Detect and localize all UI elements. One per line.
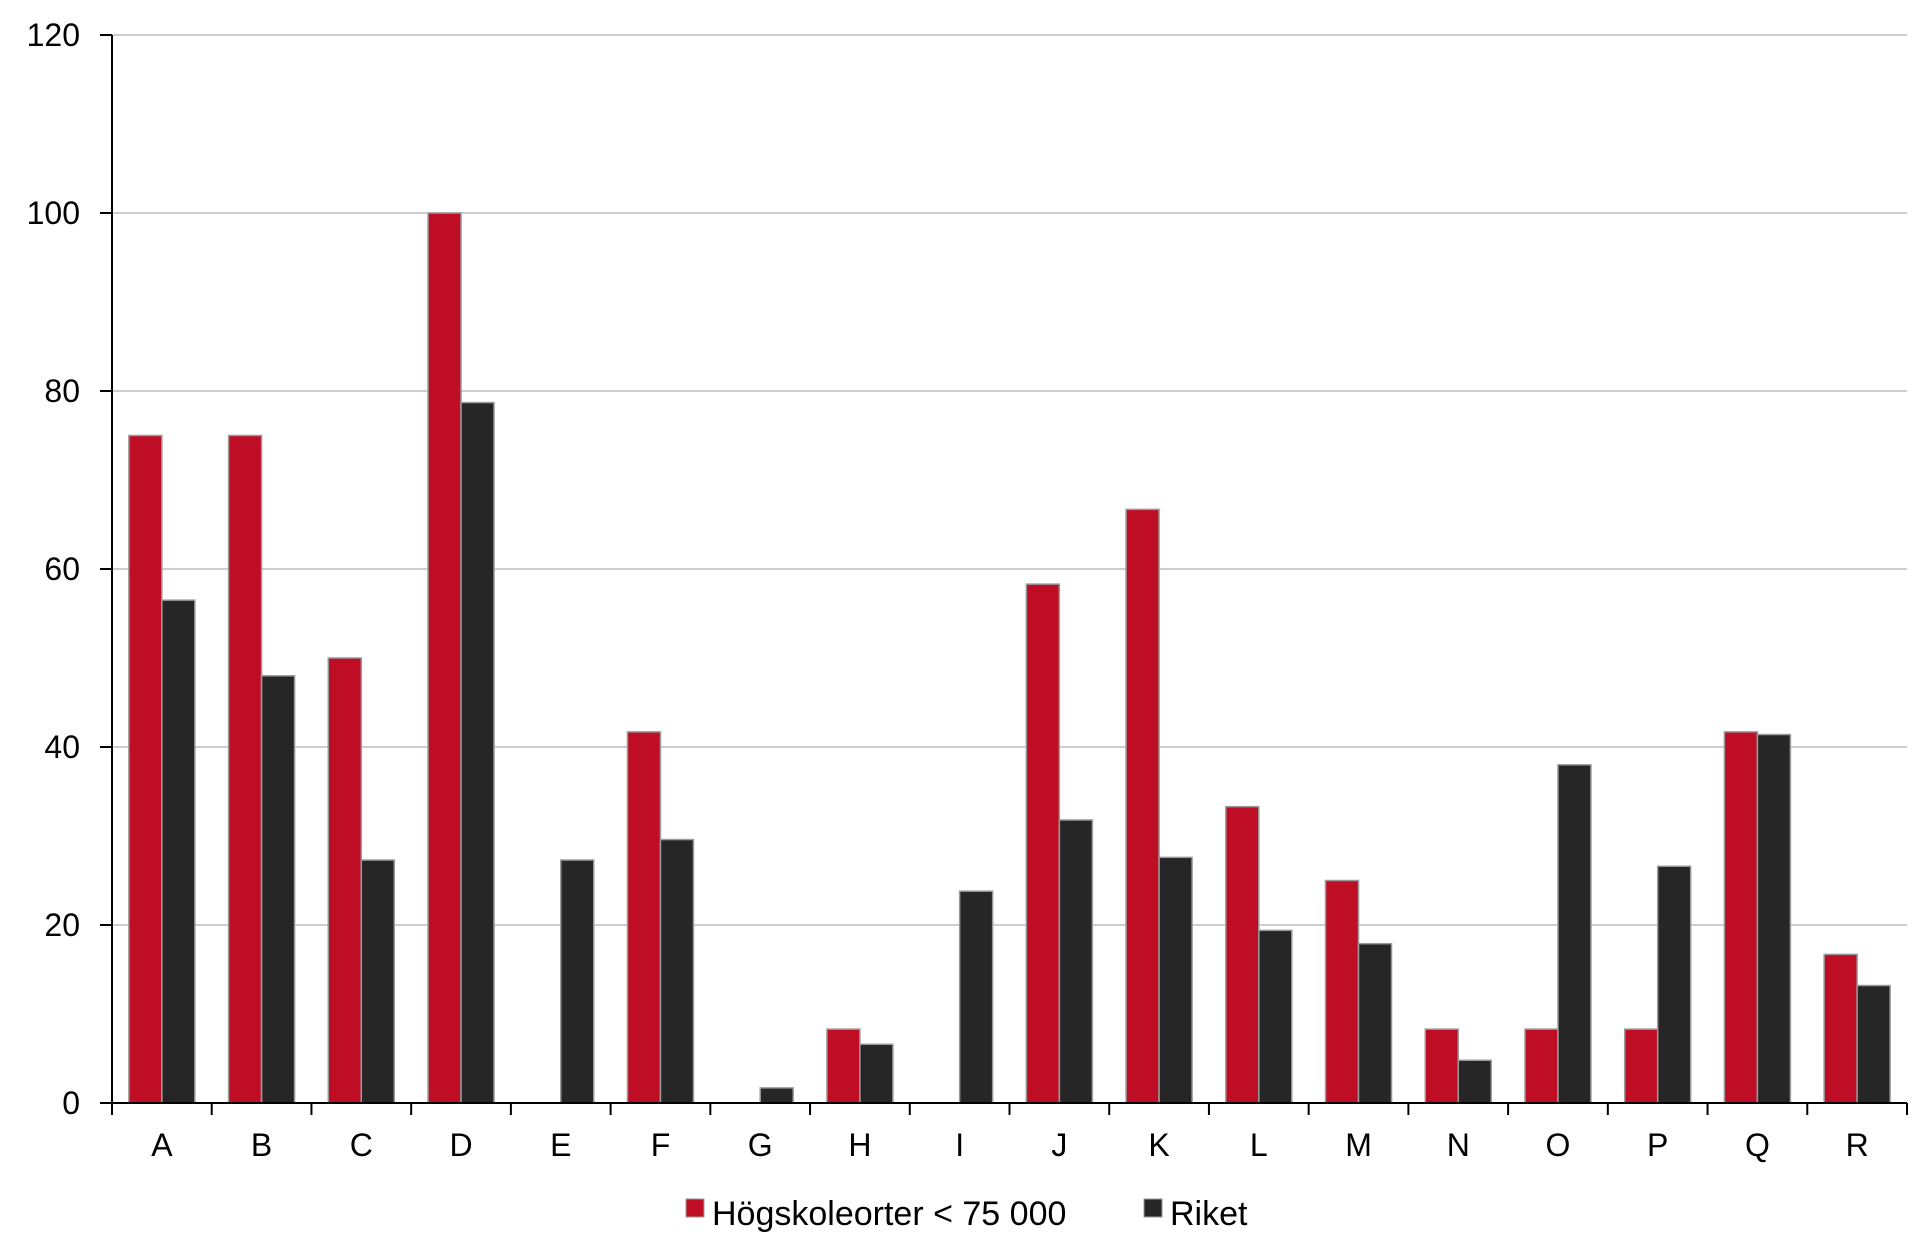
bar-riket-I — [958, 890, 994, 1104]
x-category-label: J — [1051, 1127, 1067, 1163]
x-category-label: M — [1345, 1127, 1372, 1163]
y-tick-label: 60 — [44, 551, 80, 587]
bar-riket-J — [1058, 819, 1094, 1104]
x-category-label: K — [1148, 1127, 1169, 1163]
bar-hogskoleorter-K — [1125, 508, 1160, 1104]
bar-hogskoleorter-J — [1025, 583, 1061, 1104]
bar-riket-O — [1557, 764, 1592, 1104]
bar-riket-G — [759, 1087, 794, 1104]
bar-hogskoleorter-L — [1225, 805, 1260, 1104]
legend-swatch-hogskoleorter — [685, 1198, 705, 1218]
bar-hogskoleorter-O — [1524, 1028, 1559, 1104]
legend-swatch-riket — [1143, 1198, 1163, 1218]
y-tick-label: 100 — [27, 195, 80, 231]
bars — [128, 212, 1891, 1104]
x-category-label: A — [151, 1127, 173, 1163]
bar-riket-H — [859, 1043, 894, 1104]
x-category-label: Q — [1745, 1127, 1770, 1163]
bar-riket-D — [460, 401, 495, 1104]
axes — [100, 34, 1908, 1115]
bar-riket-M — [1357, 942, 1393, 1104]
bar-hogskoleorter-D — [427, 212, 462, 1104]
legend-label-hogskoleorter: Högskoleorter < 75 000 — [712, 1195, 1066, 1233]
bar-hogskoleorter-R — [1823, 953, 1858, 1104]
bar-riket-L — [1258, 929, 1293, 1104]
x-category-label: G — [748, 1127, 773, 1163]
bar-hogskoleorter-Q — [1723, 731, 1759, 1104]
y-tick-label: 80 — [44, 373, 80, 409]
bar-riket-K — [1158, 856, 1193, 1104]
bar-hogskoleorter-H — [826, 1028, 861, 1104]
y-tick-label: 40 — [44, 729, 80, 765]
bar-riket-B — [260, 675, 296, 1104]
x-category-label: R — [1846, 1127, 1869, 1163]
x-category-label: F — [651, 1127, 671, 1163]
bar-riket-C — [360, 859, 396, 1104]
x-category-label: I — [955, 1127, 964, 1163]
x-category-label: E — [550, 1127, 571, 1163]
x-category-label: N — [1447, 1127, 1470, 1163]
bar-hogskoleorter-P — [1623, 1028, 1659, 1104]
legend: Högskoleorter < 75 000 Riket — [685, 1195, 1248, 1233]
y-tick-label: 0 — [62, 1085, 80, 1121]
gridlines — [112, 34, 1907, 926]
bar-hogskoleorter-M — [1324, 879, 1360, 1104]
x-category-label: C — [350, 1127, 373, 1163]
bar-riket-F — [659, 838, 695, 1104]
x-category-label: P — [1647, 1127, 1668, 1163]
bar-hogskoleorter-F — [626, 731, 662, 1104]
y-tick-label: 120 — [27, 17, 80, 53]
bar-riket-A — [161, 599, 196, 1104]
bar-hogskoleorter-A — [128, 434, 163, 1104]
y-tick-labels: 0 20 40 60 80 100 120 — [27, 17, 80, 1121]
bar-riket-R — [1856, 984, 1891, 1104]
bar-hogskoleorter-N — [1424, 1028, 1459, 1104]
legend-label-riket: Riket — [1170, 1195, 1248, 1233]
x-category-label: H — [848, 1127, 871, 1163]
bar-riket-E — [560, 859, 595, 1104]
bar-riket-P — [1656, 865, 1692, 1104]
bar-riket-N — [1457, 1059, 1492, 1104]
x-category-label: B — [251, 1127, 272, 1163]
x-category-label: D — [449, 1127, 472, 1163]
x-category-label: O — [1546, 1127, 1571, 1163]
x-category-label: L — [1250, 1127, 1268, 1163]
bar-riket-Q — [1756, 733, 1792, 1104]
x-category-labels: A B C D E F G H I J K L M N O P Q R — [151, 1127, 1869, 1163]
bar-hogskoleorter-C — [327, 657, 363, 1104]
bar-hogskoleorter-B — [227, 434, 263, 1104]
y-tick-label: 20 — [44, 907, 80, 943]
